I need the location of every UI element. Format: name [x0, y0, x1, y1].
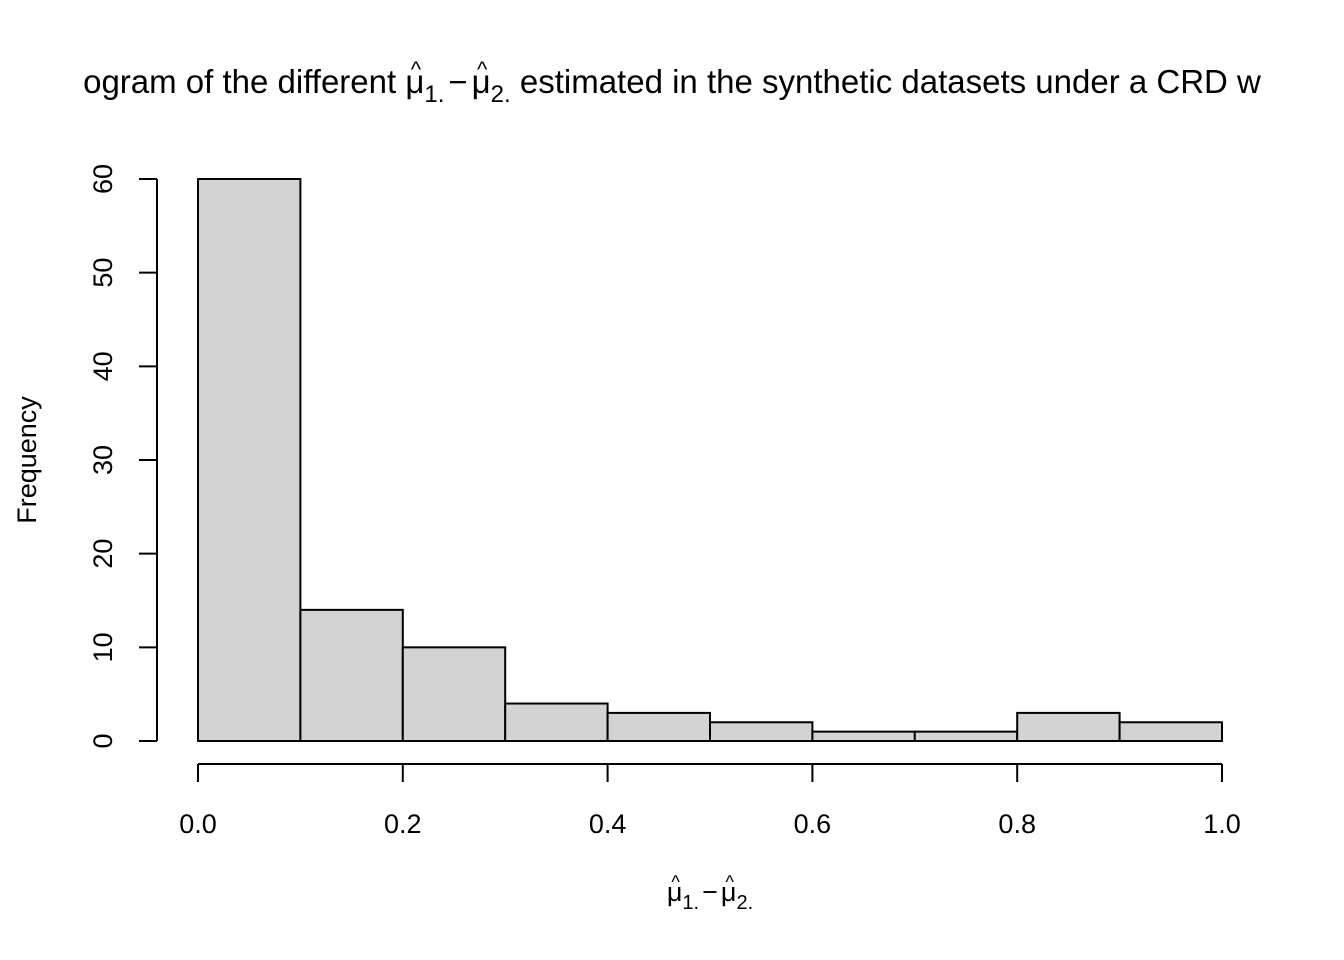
chart-title: ogram of the different μ1. − μ2. estimated… [83, 63, 1261, 108]
title-mu-2: μ [472, 63, 491, 100]
title-suffix: estimated in the synthetic datasets unde… [511, 63, 1261, 100]
histogram-bar-7 [913, 730, 1019, 743]
x-axis-label-text: μ1. − μ2. [667, 877, 753, 914]
xlabel-mu-1: μ [667, 877, 683, 907]
xlabel-hat-2: ^ [725, 872, 734, 892]
x-tick-label-2: 0.4 [589, 809, 627, 839]
title-sub-1: 1. [424, 81, 444, 108]
histogram-bar-3 [504, 702, 609, 742]
y-axis-label: Frequency [12, 396, 42, 524]
histogram-bar-9 [1118, 721, 1223, 742]
histogram-bars [197, 178, 1223, 743]
xlabel-mu-2: μ [721, 877, 737, 907]
y-tick-label-1: 10 [88, 632, 118, 662]
y-tick-label-4: 40 [88, 351, 118, 381]
y-tick-label-0: 0 [88, 733, 118, 748]
x-tick-label-3: 0.6 [794, 809, 832, 839]
xlabel-minus: − [702, 877, 718, 907]
histogram-bar-2 [401, 646, 507, 742]
title-hat-1: ^ [411, 57, 422, 82]
xlabel-hat-1: ^ [671, 872, 680, 892]
histogram-bar-1 [299, 608, 404, 742]
x-tick-label-0: 0.0 [179, 809, 217, 839]
title-minus: − [448, 63, 467, 100]
x-axis-label: μ1. − μ2. [667, 877, 753, 914]
xlabel-sub-2: 2. [736, 892, 753, 914]
histogram-bar-8 [1016, 711, 1121, 743]
x-axis: 0.0 0.2 0.4 0.6 0.8 1.0 [179, 763, 1241, 839]
x-tick-label-4: 0.8 [998, 809, 1036, 839]
histogram-bar-0 [197, 178, 302, 742]
histogram-bar-5 [709, 721, 814, 742]
title-mu-1: μ [405, 63, 424, 100]
title-prefix: ogram of the different [83, 63, 405, 100]
x-tick-label-1: 0.2 [384, 809, 422, 839]
title-sub-2: 2. [491, 81, 511, 108]
y-tick-label-3: 30 [88, 445, 118, 475]
y-tick-label-6: 60 [88, 164, 118, 194]
chart-title-text: ogram of the different μ1. − μ2. estimated… [83, 63, 1261, 108]
y-tick-label-2: 20 [88, 539, 118, 569]
y-tick-label-5: 50 [88, 258, 118, 288]
x-tick-label-5: 1.0 [1203, 809, 1241, 839]
xlabel-sub-1: 1. [682, 892, 699, 914]
histogram-bar-6 [811, 730, 916, 743]
title-hat-2: ^ [477, 57, 488, 82]
y-axis: 0 10 20 30 40 50 60 [88, 164, 158, 749]
histogram-bar-4 [606, 711, 711, 743]
